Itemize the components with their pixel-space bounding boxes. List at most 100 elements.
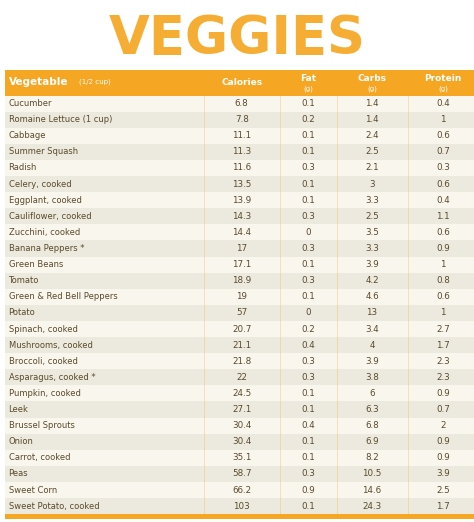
Text: 1.4: 1.4 — [365, 99, 379, 108]
Text: 0.3: 0.3 — [301, 469, 315, 479]
Text: 3.3: 3.3 — [365, 244, 379, 253]
Text: 10.5: 10.5 — [363, 469, 382, 479]
Bar — [5, 466, 474, 482]
Bar — [5, 112, 474, 128]
Text: 14.6: 14.6 — [363, 485, 382, 494]
Text: Green Beans: Green Beans — [9, 260, 63, 269]
Bar — [5, 498, 474, 514]
Text: 2.5: 2.5 — [365, 147, 379, 157]
Text: 14.4: 14.4 — [232, 228, 251, 237]
Text: Fat: Fat — [300, 74, 316, 83]
Text: 0.4: 0.4 — [301, 421, 315, 430]
Text: 0.2: 0.2 — [301, 325, 315, 334]
Text: Leek: Leek — [9, 405, 28, 414]
Text: Cucumber: Cucumber — [9, 99, 52, 108]
Text: 24.3: 24.3 — [363, 502, 382, 511]
Bar — [5, 192, 474, 208]
Text: 2.5: 2.5 — [365, 212, 379, 221]
Text: 0.3: 0.3 — [301, 212, 315, 221]
Text: 6.8: 6.8 — [235, 99, 249, 108]
Bar — [5, 418, 474, 434]
Text: (g): (g) — [367, 85, 377, 92]
Text: 17: 17 — [236, 244, 247, 253]
Text: 57: 57 — [236, 309, 247, 317]
Text: 2.5: 2.5 — [436, 485, 450, 494]
Text: 8.2: 8.2 — [365, 453, 379, 462]
Text: 0.3: 0.3 — [301, 244, 315, 253]
Text: 17.1: 17.1 — [232, 260, 251, 269]
Text: 3.8: 3.8 — [365, 373, 379, 382]
Text: 4: 4 — [369, 340, 375, 350]
Text: 1.1: 1.1 — [437, 212, 450, 221]
Text: 4.6: 4.6 — [365, 292, 379, 301]
Text: 21.1: 21.1 — [232, 340, 251, 350]
Bar — [5, 321, 474, 337]
Text: 4.2: 4.2 — [365, 276, 379, 285]
Text: Eggplant, cooked: Eggplant, cooked — [9, 196, 82, 205]
Text: (1/2 cup): (1/2 cup) — [79, 78, 110, 85]
Bar — [5, 160, 474, 176]
Text: 0.1: 0.1 — [301, 437, 315, 446]
Text: 1: 1 — [440, 309, 446, 317]
Bar — [5, 208, 474, 224]
Text: 6.8: 6.8 — [365, 421, 379, 430]
Text: 20.7: 20.7 — [232, 325, 251, 334]
Text: Celery, cooked: Celery, cooked — [9, 180, 71, 188]
Text: Vegetable: Vegetable — [9, 77, 68, 87]
Text: 0.6: 0.6 — [436, 292, 450, 301]
Text: 0.9: 0.9 — [301, 485, 315, 494]
Text: Tomato: Tomato — [9, 276, 39, 285]
Bar — [5, 272, 474, 289]
Text: Spinach, cooked: Spinach, cooked — [9, 325, 77, 334]
Text: 11.6: 11.6 — [232, 163, 251, 172]
Text: Radish: Radish — [9, 163, 37, 172]
Text: Cabbage: Cabbage — [9, 131, 46, 140]
Text: Protein: Protein — [425, 74, 462, 83]
Text: 0.1: 0.1 — [301, 147, 315, 157]
Text: 3.9: 3.9 — [365, 357, 379, 366]
Text: 0.4: 0.4 — [436, 99, 450, 108]
Text: 0.6: 0.6 — [436, 228, 450, 237]
Bar — [5, 305, 474, 321]
Text: 11.3: 11.3 — [232, 147, 251, 157]
Text: 58.7: 58.7 — [232, 469, 252, 479]
Bar — [5, 224, 474, 241]
Bar — [5, 434, 474, 450]
Bar — [5, 176, 474, 192]
Text: 3.9: 3.9 — [365, 260, 379, 269]
Text: 0.4: 0.4 — [301, 340, 315, 350]
Text: 3: 3 — [369, 180, 375, 188]
Text: 103: 103 — [233, 502, 250, 511]
Text: 11.1: 11.1 — [232, 131, 251, 140]
Text: 0.9: 0.9 — [436, 244, 450, 253]
Text: Cauliflower, cooked: Cauliflower, cooked — [9, 212, 91, 221]
Text: Romaine Lettuce (1 cup): Romaine Lettuce (1 cup) — [9, 115, 112, 124]
Text: 6.3: 6.3 — [365, 405, 379, 414]
Text: 30.4: 30.4 — [232, 421, 251, 430]
Text: 0.3: 0.3 — [436, 163, 450, 172]
Text: 2.3: 2.3 — [436, 373, 450, 382]
Text: 0.7: 0.7 — [436, 405, 450, 414]
Text: 1: 1 — [440, 260, 446, 269]
Text: Calories: Calories — [221, 78, 262, 88]
Text: 0.1: 0.1 — [301, 131, 315, 140]
Text: Carrot, cooked: Carrot, cooked — [9, 453, 70, 462]
Text: 13.9: 13.9 — [232, 196, 251, 205]
Text: 2.4: 2.4 — [365, 131, 379, 140]
Text: 3.9: 3.9 — [436, 469, 450, 479]
Text: Pumpkin, cooked: Pumpkin, cooked — [9, 389, 81, 398]
Bar — [5, 70, 474, 96]
Text: 0.6: 0.6 — [436, 180, 450, 188]
Text: Asparagus, cooked *: Asparagus, cooked * — [9, 373, 95, 382]
Bar — [5, 369, 474, 385]
Text: 19: 19 — [236, 292, 247, 301]
Text: 2.1: 2.1 — [365, 163, 379, 172]
Text: 0.2: 0.2 — [301, 115, 315, 124]
Text: Potato: Potato — [9, 309, 35, 317]
Text: 3.5: 3.5 — [365, 228, 379, 237]
Text: Broccoli, cooked: Broccoli, cooked — [9, 357, 77, 366]
Text: 66.2: 66.2 — [232, 485, 251, 494]
Text: 2.7: 2.7 — [436, 325, 450, 334]
Text: Carbs: Carbs — [357, 74, 387, 83]
Bar — [5, 385, 474, 401]
